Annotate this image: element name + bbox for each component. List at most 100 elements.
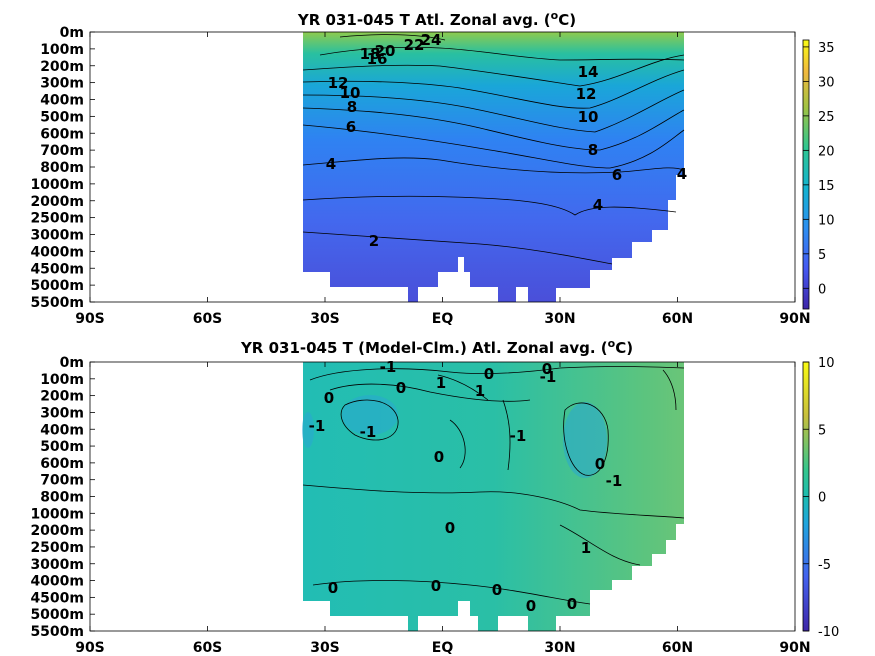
contour-label: 0 [492, 581, 502, 599]
temperature-panel: YR 031-045 T Atl. Zonal avg. (oC) 242220… [297, 9, 687, 302]
x-tick-label: EQ [432, 640, 454, 656]
y-tick-label: 500m [40, 439, 84, 455]
y-tick-label: 200m [40, 389, 84, 405]
contour-label: 0 [542, 360, 552, 378]
y-tick-label: 5500m [30, 624, 84, 640]
contour-label: -1 [510, 427, 527, 445]
x-tick-label: 60N [662, 640, 693, 656]
contour-label: 0 [526, 597, 536, 615]
contour-label: 4 [326, 155, 336, 173]
y-tick-label: 700m [40, 143, 84, 159]
contour-label: 0 [324, 389, 334, 407]
contour-label: 0 [434, 448, 444, 466]
contour-label: 6 [346, 118, 356, 136]
x-tick-label: 30N [544, 640, 575, 656]
y-tick-label: 300m [40, 405, 84, 421]
contour-label: 0 [595, 455, 605, 473]
y-tick-label: 100m [40, 42, 84, 58]
contour-lines [302, 366, 685, 605]
y-tick-label: 500m [40, 109, 84, 125]
contour-label: 0 [445, 519, 455, 537]
y-tick-label: 600m [40, 126, 84, 142]
x-tick-label: 60N [662, 311, 693, 327]
negative-anomaly-patches [302, 395, 607, 478]
x-tick-label: EQ [432, 311, 454, 327]
contour-label: 10 [578, 108, 599, 126]
y-tick-label: 800m [40, 490, 84, 506]
contour-label: 1 [475, 382, 485, 400]
contour-label: 0 [431, 577, 441, 595]
y-tick-label: 300m [40, 76, 84, 92]
contour-label: 16 [367, 50, 388, 68]
chart-title: YR 031-045 T (Model-Clm.) Atl. Zonal avg… [240, 337, 633, 357]
contour-lines [302, 34, 685, 265]
contour-label: 0 [484, 365, 494, 383]
colorbar-tick-label: 10 [818, 356, 835, 371]
y-tick-label: 200m [40, 59, 84, 75]
y-tick-label: 100m [40, 372, 84, 388]
y-tick-label: 4500m [30, 590, 84, 606]
contour-label: 18 [360, 45, 381, 63]
colorbar-tick-label: 10 [818, 213, 835, 228]
y-tick-label: 2500m [30, 540, 84, 556]
y-tick-label: 3000m [30, 228, 84, 244]
y-tick-label: 4500m [30, 261, 84, 277]
colorbar [802, 39, 810, 310]
colorbar-tick-label: 30 [818, 75, 835, 90]
contour-label: 20 [375, 42, 396, 60]
difference-panel: YR 031-045 T (Model-Clm.) Atl. Zonal avg… [240, 337, 685, 631]
x-tick-label: 60S [193, 640, 223, 656]
contour-label: -1 [606, 472, 623, 490]
y-tick-label: 1000m [30, 506, 84, 522]
contour-label: 1 [436, 374, 446, 392]
contour-label: -1 [360, 423, 377, 441]
y-tick-label: 2000m [30, 523, 84, 539]
y-tick-label: 2000m [30, 194, 84, 210]
contour-label: 12 [576, 85, 597, 103]
contour-label: 8 [347, 98, 357, 116]
colorbar-tick-label: 15 [818, 179, 835, 194]
y-tick-label: 400m [40, 93, 84, 109]
contour-label: 0 [328, 579, 338, 597]
colorbar-tick-label: 25 [818, 110, 835, 125]
colorbar-tick-label: 5 [818, 423, 826, 438]
contour-label: 2 [369, 232, 379, 250]
x-tick-label: 90S [75, 640, 105, 656]
y-tick-label: 5500m [30, 295, 84, 311]
contour-label: 12 [328, 74, 349, 92]
y-tick-label: 1000m [30, 177, 84, 193]
contour-label: 4 [593, 196, 603, 214]
contour-label: 14 [578, 63, 599, 81]
y-tick-label: 600m [40, 456, 84, 472]
contour-label: -1 [540, 368, 557, 386]
y-tick-label: 3000m [30, 557, 84, 573]
y-tick-label: 700m [40, 473, 84, 489]
contour-label: 24 [421, 31, 442, 49]
x-tick-label: 30N [544, 311, 575, 327]
x-tick-label: 90N [779, 640, 810, 656]
chart-title: YR 031-045 T Atl. Zonal avg. (oC) [297, 9, 576, 29]
y-tick-label: 5000m [30, 607, 84, 623]
y-tick-label: 2500m [30, 211, 84, 227]
y-tick-label: 800m [40, 160, 84, 176]
x-tick-label: 90S [75, 311, 105, 327]
colorbar-tick-label: -10 [818, 625, 839, 640]
contour-label: 8 [588, 141, 598, 159]
colorbar-tick-label: 0 [818, 491, 826, 506]
y-tick-label: 4000m [30, 574, 84, 590]
colorbar-tick-label: 0 [818, 282, 826, 297]
colorbar-tick-label: -5 [818, 558, 831, 573]
y-tick-label: 0m [60, 25, 84, 41]
x-tick-label: 90N [779, 311, 810, 327]
y-tick-label: 4000m [30, 244, 84, 260]
colorbar-tick-label: 20 [818, 144, 835, 159]
y-tick-label: 400m [40, 422, 84, 438]
x-tick-label: 60S [193, 311, 223, 327]
contour-label: 0 [567, 595, 577, 613]
colorbar-tick-label: 35 [818, 41, 835, 56]
contour-label: 4 [677, 165, 687, 183]
contour-label: 22 [404, 36, 425, 54]
contour-label: 6 [612, 166, 622, 184]
y-tick-label: 0m [60, 355, 84, 371]
